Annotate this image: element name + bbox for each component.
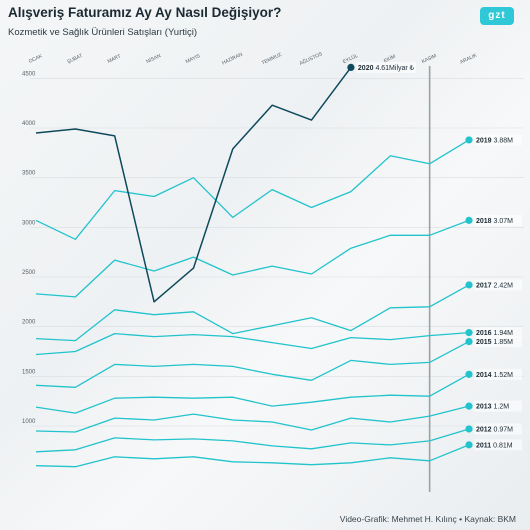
end-label-2014: 2014 1.52M (476, 372, 513, 379)
series-line-2016 (35, 331, 470, 356)
end-label-year: 2011 (476, 442, 493, 449)
chart-title: Alışveriş Faturamız Ay Ay Nasıl Değişiyo… (8, 5, 282, 20)
end-label-year: 2014 (476, 372, 494, 379)
y-axis-ticks: 1000 1500 2000 2500 3000 3500 4000 4500 (22, 71, 36, 425)
end-label-year: 2016 (476, 330, 494, 337)
end-label-year: 2013 (476, 404, 494, 411)
end-label-2020: 2020 4.61Milyar ₺ (358, 64, 415, 72)
end-label-bg (474, 214, 522, 226)
x-tick-label: OCAK (28, 53, 44, 65)
grid-lines (30, 78, 524, 427)
x-tick-label: ARALIK (459, 52, 478, 65)
end-label-value: 0.97M (494, 426, 514, 433)
end-label-value: 2.42M (494, 282, 514, 289)
y-tick-label: 4500 (22, 71, 36, 77)
end-label-bg (474, 400, 522, 412)
end-label-value: 3.88M (494, 137, 514, 144)
series-end-points (347, 63, 473, 449)
end-label-value: 3.07M (494, 218, 514, 225)
end-label-year: 2018 (476, 218, 494, 225)
x-tick-label: EKİM (383, 53, 397, 65)
end-label-2016: 2016 1.94M (476, 330, 513, 337)
series-line-2011 (35, 444, 470, 468)
series-line-2019 (35, 139, 470, 240)
source-credit: Video-Grafik: Mehmet H. Kılınç • Kaynak:… (339, 514, 516, 524)
series-line-2013 (35, 405, 470, 433)
x-tick-label: KASIM (421, 53, 438, 65)
end-point-2014 (465, 370, 473, 378)
end-point-2019 (465, 136, 473, 144)
x-tick-label: MART (107, 53, 122, 64)
series-line-2012 (35, 428, 470, 453)
end-label-2012: 2012 0.97M (476, 426, 513, 433)
y-tick-label: 3500 (22, 171, 36, 177)
end-label-value: 1.85M (494, 339, 514, 346)
brand-logo: gzt (480, 7, 514, 25)
end-label-bg (474, 336, 522, 348)
end-label-bg (474, 134, 522, 146)
series-line-2020 (35, 66, 352, 303)
end-point-2012 (465, 425, 473, 433)
series-lines (35, 66, 470, 468)
end-label-bg (355, 61, 416, 73)
x-tick-label: MAYIS (185, 53, 202, 65)
end-point-2011 (465, 441, 473, 449)
series-line-2015 (35, 341, 470, 388)
end-point-2017 (465, 281, 473, 289)
end-label-bg (474, 368, 522, 380)
x-tick-label: AĞUSTOS (298, 50, 324, 67)
end-label-2018: 2018 3.07M (476, 218, 513, 225)
end-label-year: 2017 (476, 282, 494, 289)
y-tick-label: 1000 (22, 419, 36, 425)
end-label-bg (474, 327, 522, 339)
end-label-value: 1.52M (494, 372, 514, 379)
end-label-value: 4.61Milyar ₺ (375, 64, 414, 72)
end-point-2016 (465, 329, 473, 337)
end-label-year: 2015 (476, 339, 494, 346)
end-label-2017: 2017 2.42M (476, 282, 513, 289)
y-tick-label: 1500 (22, 369, 36, 375)
end-point-2020 (347, 63, 355, 72)
series-line-2018 (35, 219, 470, 298)
x-tick-label: HAZİRAN (221, 51, 244, 67)
end-label-year: 2019 (476, 137, 494, 144)
end-label-value: 1.2M (494, 404, 510, 411)
series-line-2017 (35, 284, 470, 342)
x-tick-label: TEMMUZ (261, 52, 283, 66)
y-tick-label: 3000 (22, 220, 36, 226)
end-label-bg (474, 279, 522, 291)
line-chart: 1000 1500 2000 2500 3000 3500 4000 4500 OCAK ŞUB… (22, 50, 524, 492)
end-point-2018 (465, 216, 473, 224)
chart-subtitle: Kozmetik ve Sağlık Ürünleri Satışları (Y… (8, 27, 198, 38)
x-tick-label: NİSAN (145, 52, 162, 65)
series-line-2014 (35, 373, 470, 414)
end-label-bg (474, 439, 522, 451)
end-label-2013: 2013 1.2M (476, 404, 509, 411)
y-tick-label: 2000 (22, 320, 36, 326)
x-tick-label: ŞUBAT (66, 53, 83, 65)
end-label-2011: 2011 0.81M (476, 442, 513, 449)
end-label-bg (474, 423, 522, 435)
end-label-value: 1.94M (494, 330, 514, 337)
end-label-year: 2012 (476, 426, 494, 433)
y-tick-label: 4000 (22, 121, 36, 127)
end-label-2015: 2015 1.85M (476, 339, 513, 346)
end-label-value: 0.81M (493, 442, 513, 449)
end-point-2015 (465, 337, 473, 346)
end-label-2019: 2019 3.88M (476, 137, 513, 144)
y-tick-label: 2500 (22, 270, 36, 276)
end-point-2013 (465, 402, 473, 410)
end-label-year: 2020 (358, 65, 376, 72)
